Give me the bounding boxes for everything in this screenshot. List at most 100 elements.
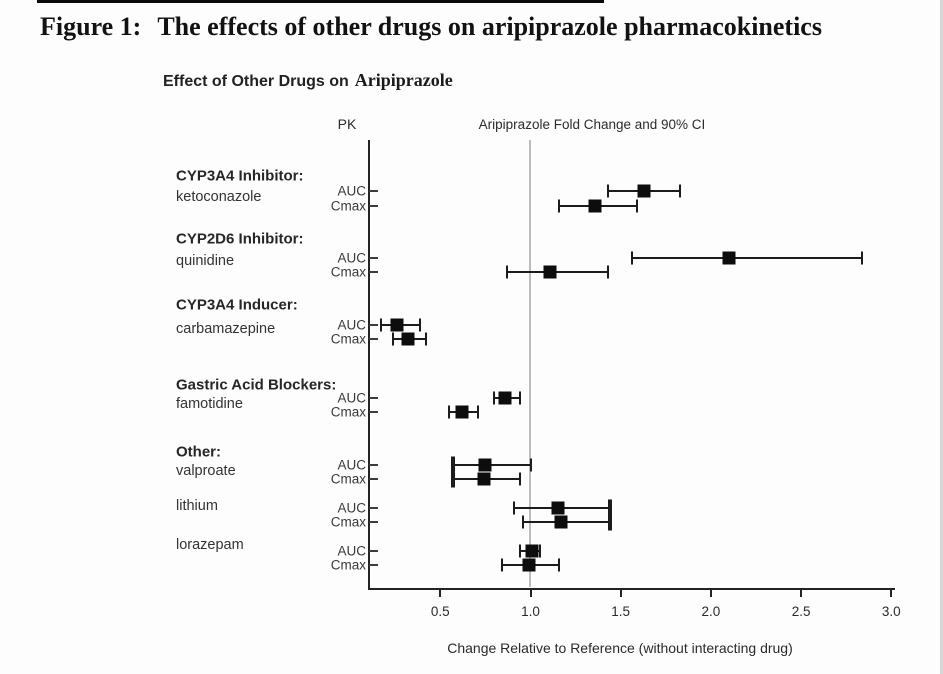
ci-upper-cap [679, 184, 682, 198]
point-estimate-marker [551, 501, 565, 515]
confidence-interval-line [507, 271, 609, 273]
y-axis-row-tick [369, 271, 378, 273]
drug-name-label: lorazepam [176, 537, 244, 553]
ci-upper-cap [861, 251, 864, 265]
ci-upper-cap [518, 472, 521, 485]
chart-title: Effect of Other Drugs on Aripiprazole [163, 70, 453, 92]
drug-name-label: lithium [176, 498, 218, 514]
pk-parameter-label: AUC [337, 317, 366, 333]
ci-upper-cap [558, 558, 561, 572]
pk-parameter-label: AUC [337, 250, 366, 266]
ci-upper-cap [518, 391, 521, 405]
point-estimate-marker [588, 199, 602, 212]
ci-upper-cap [477, 405, 480, 419]
x-axis-tick [439, 590, 442, 597]
y-axis-row-tick [369, 477, 378, 480]
column-header-pk: PK [337, 116, 357, 132]
y-axis-row-tick [369, 550, 378, 552]
ci-lower-cap [450, 470, 455, 487]
y-axis-row-tick [369, 257, 378, 259]
ci-lower-cap [522, 515, 525, 529]
pk-parameter-label: Cmax [330, 198, 366, 213]
group-header-label: CYP3A4 Inhibitor: [176, 167, 304, 185]
column-header-estimate: Aripiprazole Fold Change and 90% CI [478, 117, 706, 132]
pk-parameter-label: Cmax [330, 404, 366, 420]
group-header-label: Other: [176, 443, 221, 461]
drug-name-label: valproate [176, 463, 236, 479]
ci-lower-cap [558, 199, 561, 212]
ci-upper-cap [607, 265, 610, 279]
drug-name-label: famotidine [176, 396, 243, 412]
y-axis-row-tick [369, 564, 378, 566]
ci-lower-cap [500, 558, 503, 572]
x-axis-tick-label: 1.5 [611, 604, 631, 619]
y-axis-row-tick [369, 397, 378, 399]
figure-title-text: The effects of other drugs on aripiprazo… [157, 12, 822, 41]
point-estimate-marker [554, 515, 568, 529]
group-header-label: CYP3A4 Inducer: [176, 296, 298, 314]
ci-upper-cap [607, 499, 612, 517]
ci-lower-cap [392, 332, 395, 346]
chart-title-drug-word: Aripiprazole [354, 70, 453, 90]
figure-number-label: Figure 1: [40, 12, 142, 41]
point-estimate-marker [522, 558, 536, 572]
scan-artifact-line [37, 0, 604, 3]
group-header-label: Gastric Acid Blockers: [176, 376, 337, 394]
ci-lower-cap [607, 184, 610, 198]
drug-name-label: quinidine [176, 253, 235, 269]
y-axis-row-tick [369, 464, 378, 466]
confidence-interval-line [631, 257, 863, 259]
pk-parameter-label: Cmax [330, 514, 366, 530]
x-axis-tick-label: 1.0 [521, 604, 540, 619]
ci-lower-cap [450, 456, 455, 474]
x-axis-label: Change Relative to Reference (without in… [447, 640, 793, 656]
drug-name-label: carbamazepine [176, 321, 276, 337]
point-estimate-marker [401, 332, 415, 346]
y-axis-row-tick [369, 521, 378, 523]
pk-parameter-label: Cmax [330, 264, 366, 280]
ci-lower-cap [518, 544, 521, 558]
point-estimate-marker [478, 458, 492, 472]
x-axis-line [368, 588, 895, 590]
figure-caption: Figure 1: The effects of other drugs on a… [40, 12, 920, 42]
ci-lower-cap [513, 501, 516, 515]
point-estimate-marker [390, 318, 404, 332]
point-estimate-marker [525, 544, 539, 558]
ci-upper-cap [529, 458, 532, 472]
y-axis-row-tick [369, 204, 378, 207]
ci-lower-cap [493, 391, 496, 405]
pk-parameter-label: AUC [337, 390, 366, 406]
ci-upper-cap [607, 513, 612, 531]
ci-lower-cap [379, 318, 382, 332]
ci-lower-cap [630, 251, 633, 265]
pk-parameter-label: AUC [337, 543, 366, 559]
x-axis-tick-label: 2.5 [791, 604, 811, 619]
reference-line [529, 140, 531, 587]
y-axis-row-tick [369, 324, 378, 326]
pk-parameter-label: AUC [337, 500, 366, 516]
pk-parameter-label: Cmax [330, 557, 366, 573]
x-axis-tick-label: 2.0 [701, 604, 721, 619]
ci-upper-cap [419, 318, 422, 332]
y-axis-line [368, 140, 370, 589]
y-axis-row-tick [369, 338, 378, 340]
y-axis-row-tick [369, 411, 378, 413]
group-header-label: CYP2D6 Inhibitor: [176, 230, 304, 248]
ci-upper-cap [538, 544, 541, 558]
chart-title-prefix: Effect of Other Drugs on [163, 73, 349, 90]
scan-edge-shadow [940, 0, 943, 674]
x-axis-tick [709, 590, 712, 597]
point-estimate-marker [637, 184, 651, 198]
x-axis-tick [619, 590, 622, 597]
pk-parameter-label: Cmax [330, 331, 366, 347]
pk-parameter-label: AUC [337, 183, 366, 199]
drug-name-label: ketoconazole [176, 189, 262, 205]
x-axis-tick-label: 0.5 [430, 604, 450, 619]
x-axis-tick [890, 590, 893, 597]
ci-lower-cap [506, 265, 509, 279]
x-axis-tick [529, 590, 532, 597]
point-estimate-marker [498, 391, 512, 405]
pk-parameter-label: AUC [337, 457, 366, 473]
